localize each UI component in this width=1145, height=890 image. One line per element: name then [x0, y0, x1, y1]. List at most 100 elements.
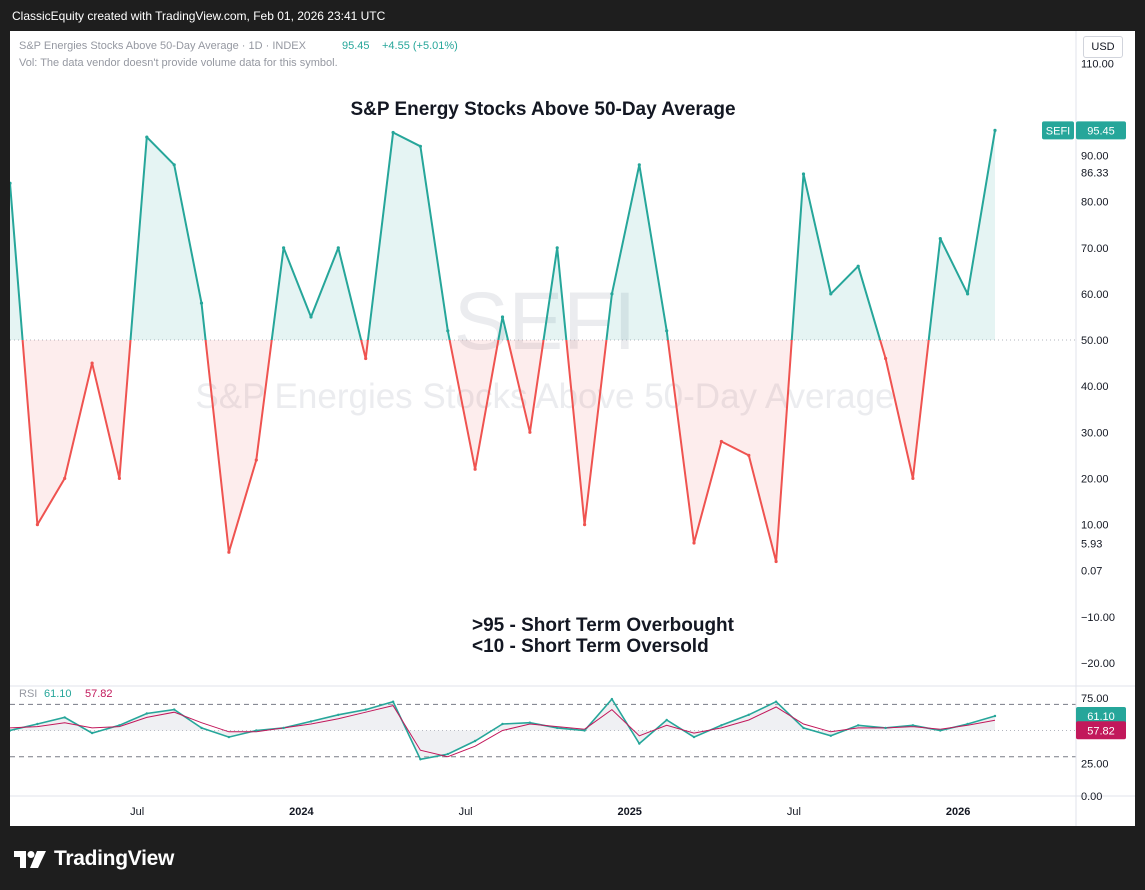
sefi-point: [90, 361, 94, 365]
sefi-point: [254, 458, 258, 462]
sefi-point: [10, 181, 12, 185]
sefi-point: [692, 541, 696, 545]
sefi-point: [63, 476, 67, 480]
rsi-point: [528, 721, 532, 724]
price-marker-label: 5.93: [1081, 538, 1102, 550]
sefi-point: [829, 292, 833, 296]
rsi-point: [638, 742, 641, 745]
sefi-point: [473, 467, 477, 471]
sefi-point: [801, 172, 806, 176]
rsi-ma-badge-bg: [1076, 721, 1126, 740]
rsi-point: [446, 752, 449, 756]
rsi-ma-badge: 57.82: [1087, 725, 1115, 737]
ticker-badge: SEFI: [1046, 125, 1070, 137]
price-marker-label: 86.33: [1081, 168, 1109, 180]
rsi-legend-ma-value: 57.82: [85, 688, 113, 700]
price-tick-label: 10.00: [1081, 520, 1109, 532]
time-axis-label: Jul: [459, 806, 473, 818]
sefi-point: [637, 163, 641, 167]
sefi-point: [364, 356, 368, 361]
price-tick-label: 70.00: [1081, 243, 1109, 255]
rsi-point: [10, 729, 12, 732]
rsi-point: [583, 729, 586, 732]
sefi-point: [993, 128, 997, 132]
chart-canvas[interactable]: SEFI S&P Energies Stocks Above 50-Day Av…: [10, 31, 1135, 826]
price-tick-label: 80.00: [1081, 197, 1109, 209]
rsi-point: [829, 734, 832, 737]
rsi-label: RSI: [19, 688, 37, 700]
rsi-tick-label: 0.00: [1081, 791, 1102, 803]
rsi-point: [911, 724, 915, 727]
price-scale[interactable]: 110.00 90.00 80.00 70.00 60.00 50.00 40.00 30.0…: [1042, 58, 1126, 670]
rsi-point: [747, 713, 750, 716]
sefi-point: [35, 523, 39, 527]
price-tick-label: 50.00: [1081, 335, 1109, 347]
rsi-point: [419, 758, 422, 761]
sefi-point: [528, 430, 532, 434]
rsi-point: [993, 714, 997, 718]
time-axis-label: Jul: [130, 806, 144, 818]
sefi-point: [145, 135, 149, 139]
price-tick-label: −10.00: [1081, 612, 1115, 624]
sefi-point: [199, 301, 204, 305]
currency-button[interactable]: USD: [1083, 36, 1123, 58]
rsi-legend-value: 61.10: [44, 688, 72, 700]
sefi-point: [610, 292, 614, 296]
time-axis[interactable]: Jul 2024 Jul 2025 Jul 2026: [130, 806, 970, 818]
rsi-point: [610, 697, 614, 701]
rsi-ma-line: [10, 705, 996, 758]
rsi-point: [364, 708, 367, 711]
rsi-point: [90, 731, 94, 735]
sefi-point: [884, 356, 888, 361]
chart-frame[interactable]: SEFI S&P Energies Stocks Above 50-Day Av…: [10, 31, 1135, 826]
sefi-point: [446, 329, 450, 333]
sefi-point: [500, 315, 505, 319]
price-tick-label: 90.00: [1081, 151, 1109, 163]
sefi-point: [418, 144, 422, 148]
sefi-point: [391, 130, 395, 135]
rsi-tick-label: 25.00: [1081, 758, 1109, 770]
sefi-point: [665, 329, 669, 333]
rsi-point: [720, 724, 723, 727]
sefi-point: [227, 550, 231, 554]
sefi-point: [938, 237, 942, 241]
price-tick-label: 110.00: [1081, 58, 1114, 70]
rsi-point: [255, 729, 258, 732]
price-tick-label: 40.00: [1081, 381, 1109, 393]
legend-symbol-title[interactable]: S&P Energies Stocks Above 50-Day Average…: [19, 40, 307, 52]
chart-title: S&P Energy Stocks Above 50-Day Average: [350, 99, 735, 120]
time-axis-label: 2026: [946, 806, 970, 818]
watermark-name: S&P Energies Stocks Above 50-Day Average: [195, 377, 894, 416]
sefi-point: [774, 559, 778, 564]
rsi-point: [857, 724, 860, 727]
note-oversold: <10 - Short Term Oversold: [472, 636, 709, 657]
rsi-point: [200, 726, 203, 730]
sefi-point: [583, 523, 587, 527]
tradingview-logo[interactable]: TradingView: [14, 846, 174, 872]
rsi-point: [227, 735, 231, 739]
rsi-point: [884, 726, 887, 730]
rsi-badge-bg: [1076, 707, 1126, 725]
tradingview-logo-text: TradingView: [54, 847, 175, 870]
rsi-point: [939, 729, 942, 732]
sefi-point: [282, 246, 286, 250]
sefi-point: [117, 476, 121, 480]
rsi-point: [173, 708, 176, 711]
last-value-badge: 95.45: [1087, 125, 1115, 137]
rsi-point: [966, 722, 969, 726]
price-marker-label: 0.07: [1081, 565, 1102, 577]
sefi-point: [172, 163, 176, 167]
sefi-point: [555, 246, 559, 250]
sefi-point: [966, 292, 970, 296]
rsi-scale[interactable]: 75.00 25.00 0.00 61.10 57.82: [1076, 693, 1126, 803]
time-axis-label: 2024: [289, 806, 314, 818]
rsi-point: [145, 712, 148, 715]
price-tick-label: 30.00: [1081, 427, 1109, 439]
rsi-point: [501, 722, 504, 726]
rsi-point: [36, 722, 39, 726]
time-axis-label: Jul: [787, 806, 801, 818]
rsi-tick-label: 75.00: [1081, 693, 1109, 705]
time-axis-label: 2025: [617, 806, 641, 818]
rsi-point: [337, 713, 340, 716]
note-overbought: >95 - Short Term Overbought: [472, 615, 735, 636]
